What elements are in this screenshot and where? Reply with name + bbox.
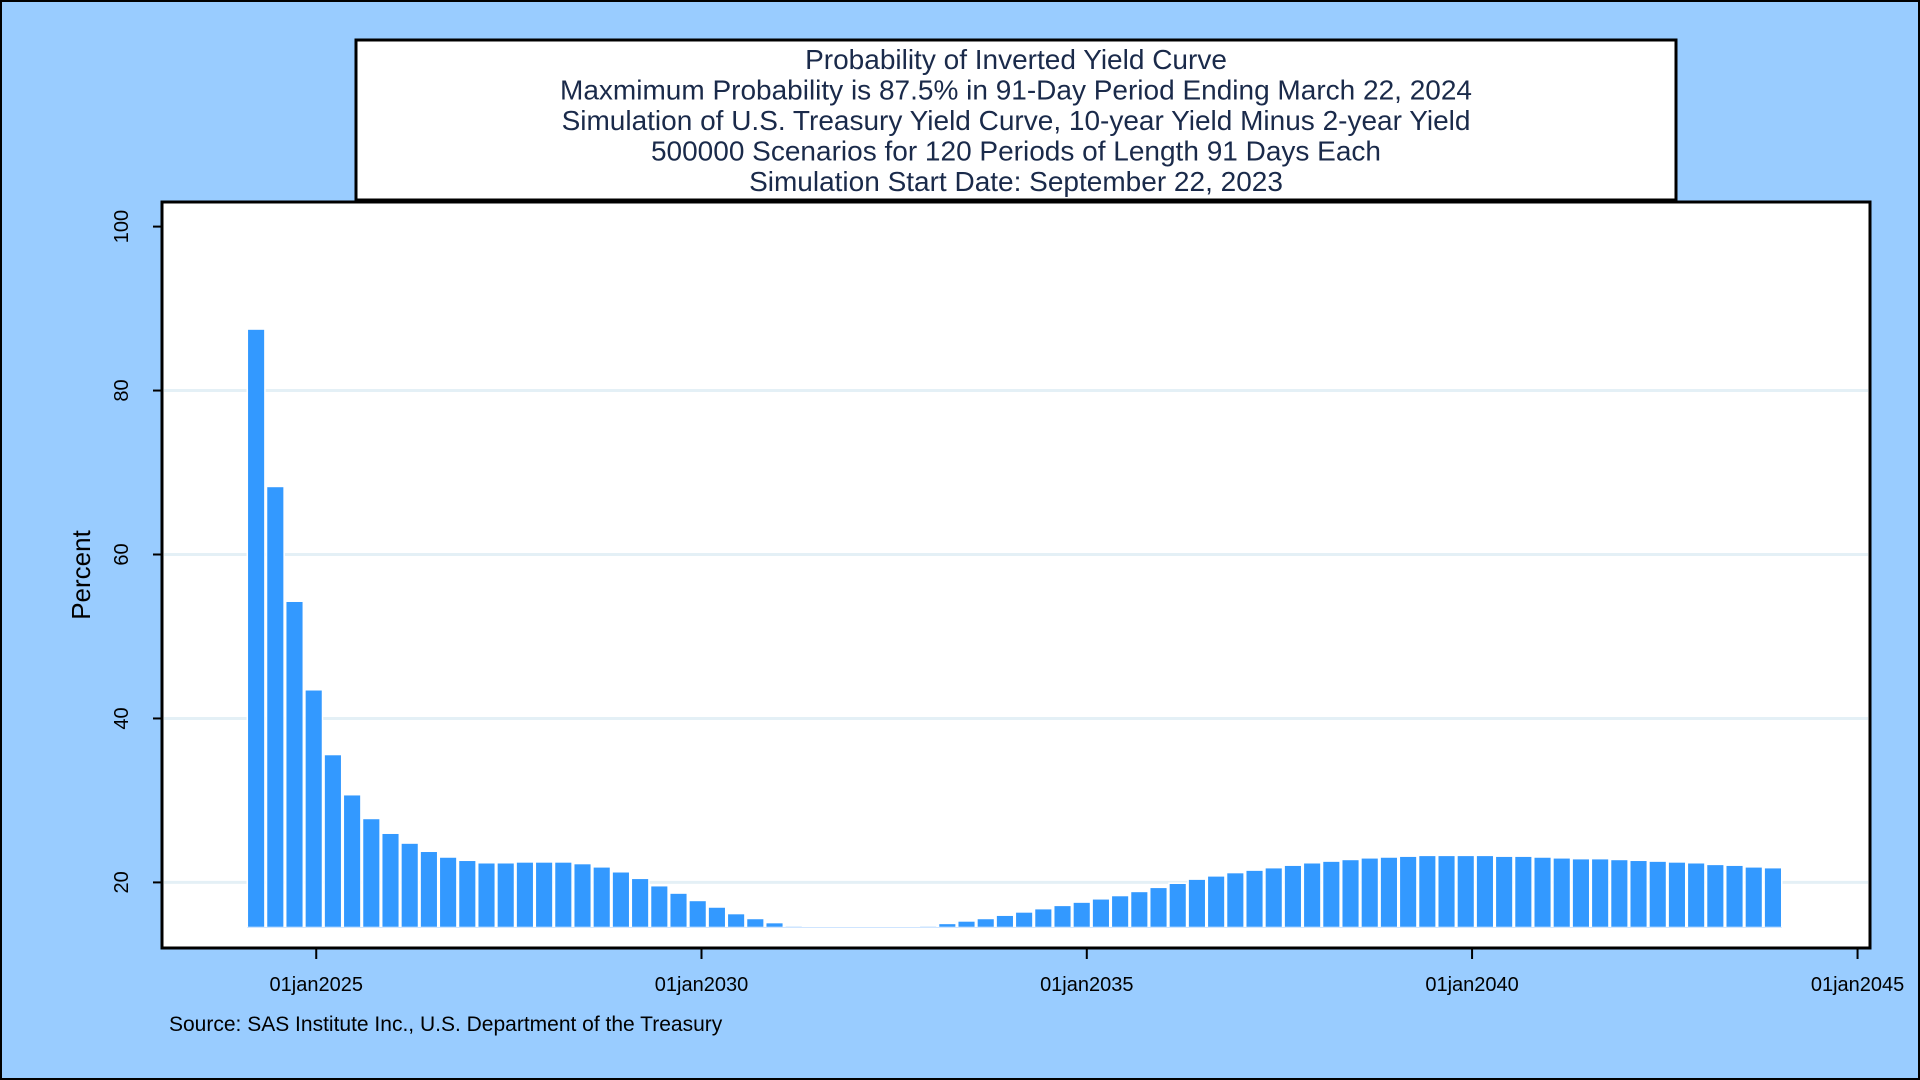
- bar-37: [937, 922, 957, 929]
- bar-series: [246, 328, 1783, 929]
- bar-65: [1475, 854, 1495, 929]
- x-tick-label-4: 01jan2040: [1425, 974, 1518, 996]
- bar-18: [572, 862, 593, 929]
- bar-55: [1283, 864, 1303, 929]
- title-line-2: Maxmimum Probability is 87.5% in 91-Day …: [560, 75, 1472, 106]
- bar-15: [515, 861, 535, 929]
- bar-13: [476, 861, 497, 929]
- y-axis-title: Percent: [66, 529, 96, 619]
- bar-26: [726, 912, 746, 929]
- bar-58: [1340, 858, 1361, 929]
- bar-4: [304, 689, 324, 929]
- bar-54: [1264, 866, 1284, 929]
- bar-21: [630, 877, 650, 929]
- bar-23: [668, 892, 689, 929]
- title-line-3: Simulation of U.S. Treasury Yield Curve,…: [562, 105, 1471, 136]
- bar-72: [1609, 858, 1629, 929]
- bar-3: [284, 600, 305, 929]
- bar-71: [1590, 857, 1610, 929]
- y-tick-label-20: 20: [111, 871, 133, 893]
- bar-67: [1513, 855, 1533, 929]
- bar-6: [342, 793, 362, 929]
- title-box: [354, 38, 1678, 202]
- bar-76: [1686, 861, 1706, 929]
- title-line-5: Simulation Start Date: September 22, 202…: [749, 166, 1283, 197]
- bar-41: [1014, 911, 1034, 929]
- x-axis: 01jan2025 01jan2030 01jan2035 01jan2040 01ja…: [270, 948, 1904, 996]
- title-line-1: Probability of Inverted Yield Curve: [805, 44, 1227, 75]
- bar-2: [265, 485, 285, 929]
- bar-78: [1724, 864, 1745, 929]
- bar-77: [1705, 863, 1725, 929]
- bar-52: [1225, 871, 1245, 929]
- bar-17: [553, 861, 573, 929]
- bar-51: [1206, 875, 1226, 929]
- bar-60: [1379, 856, 1399, 929]
- plot-area: [160, 200, 1872, 950]
- bar-56: [1302, 861, 1322, 929]
- x-tick-label-1: 01jan2025: [270, 974, 363, 996]
- bar-49: [1168, 882, 1188, 929]
- source-footnote: Source: SAS Institute Inc., U.S. Departm…: [169, 1013, 723, 1036]
- bar-20: [611, 871, 631, 929]
- bar-40: [995, 914, 1015, 929]
- bar-79: [1744, 866, 1764, 929]
- title-line-4: 500000 Scenarios for 120 Periods of Leng…: [651, 136, 1381, 167]
- bar-53: [1244, 869, 1265, 929]
- bar-10: [419, 850, 439, 929]
- bar-74: [1648, 860, 1668, 929]
- bar-38: [956, 920, 977, 929]
- bar-47: [1129, 890, 1149, 929]
- bar-73: [1628, 859, 1649, 929]
- bar-45: [1091, 898, 1111, 929]
- bar-24: [688, 899, 708, 929]
- bar-61: [1398, 855, 1418, 929]
- bar-44: [1072, 901, 1092, 929]
- bar-14: [496, 861, 516, 929]
- x-tick-label-5: 01jan2045: [1811, 974, 1904, 996]
- bar-63: [1436, 854, 1457, 929]
- bar-50: [1187, 878, 1207, 929]
- title-block: Probability of Inverted Yield CurveMaxmi…: [560, 44, 1472, 197]
- bar-22: [649, 884, 669, 929]
- bar-25: [707, 906, 727, 929]
- bar-9: [400, 842, 420, 929]
- bar-59: [1360, 857, 1380, 929]
- bar-57: [1321, 860, 1341, 929]
- bar-69: [1552, 857, 1572, 929]
- bar-46: [1110, 894, 1130, 929]
- y-tick-label-80: 80: [111, 379, 133, 401]
- bar-39: [976, 917, 996, 929]
- bar-75: [1667, 861, 1687, 929]
- bar-48: [1148, 886, 1169, 929]
- bar-1: [246, 328, 266, 929]
- bar-43: [1052, 904, 1073, 929]
- bar-5: [323, 753, 343, 929]
- bar-62: [1417, 854, 1437, 929]
- bar-68: [1532, 856, 1553, 929]
- bar-8: [380, 832, 401, 929]
- y-axis: 20 40 60 80 100: [111, 210, 163, 948]
- bar-66: [1494, 855, 1514, 929]
- bar-19: [592, 866, 612, 929]
- bar-80: [1763, 866, 1783, 929]
- bar-27: [745, 917, 765, 929]
- x-tick-label-3: 01jan2035: [1040, 974, 1133, 996]
- bar-64: [1456, 854, 1476, 929]
- y-tick-label-100: 100: [111, 210, 133, 243]
- bar-28: [764, 921, 785, 929]
- y-tick-label-60: 60: [111, 543, 133, 565]
- bar-70: [1571, 857, 1591, 929]
- bar-16: [534, 861, 554, 929]
- bar-42: [1033, 907, 1053, 929]
- bar-7: [361, 817, 381, 929]
- bar-12: [457, 859, 477, 929]
- y-tick-label-40: 40: [111, 707, 133, 729]
- x-tick-label-2: 01jan2030: [655, 974, 748, 996]
- bar-11: [438, 856, 458, 929]
